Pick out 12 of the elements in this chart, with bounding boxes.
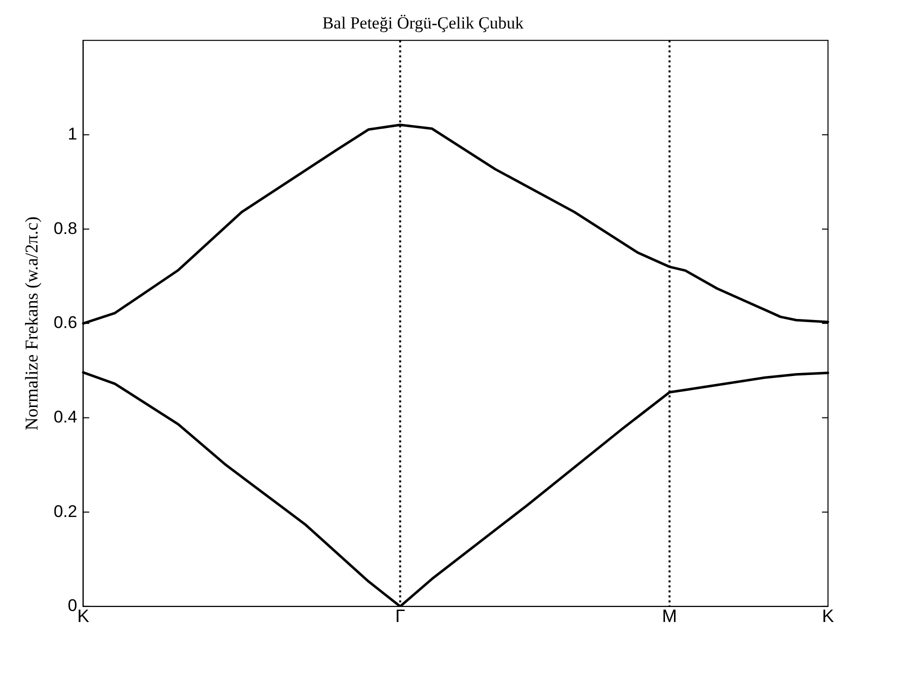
x-tick-label: K	[822, 606, 834, 626]
y-tick-label: 0.8	[54, 218, 78, 238]
x-tick-label: Γ	[395, 606, 406, 626]
y-axis-title: Normalize Frekans (w.a/2π.c)	[22, 216, 42, 430]
y-tick-label: 0.4	[54, 407, 78, 426]
x-tick-label: K	[77, 606, 90, 626]
y-tick-label: 0	[68, 596, 78, 616]
x-tick-label: M	[662, 606, 678, 626]
y-tick-label: 0.2	[54, 502, 78, 521]
y-tick-label: 1	[68, 124, 78, 144]
chart-title: Bal Peteği Örgü-Çelik Çubuk	[322, 14, 524, 33]
y-tick-label: 0.6	[54, 313, 78, 332]
